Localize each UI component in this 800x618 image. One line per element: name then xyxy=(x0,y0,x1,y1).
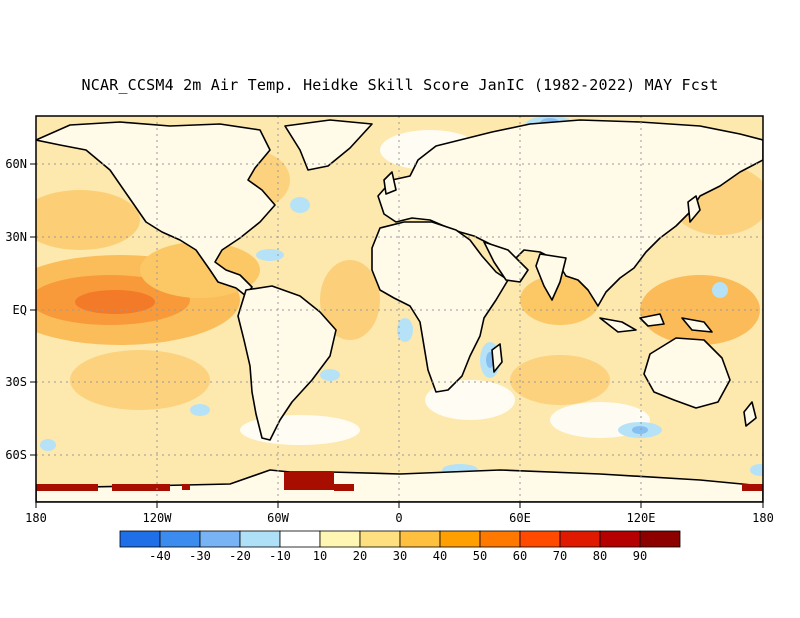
graticule xyxy=(36,116,763,502)
colorbar-swatch xyxy=(599,530,641,548)
lon-label: 60E xyxy=(509,511,531,525)
colorbar-label: 80 xyxy=(593,549,607,563)
lon-label: 120W xyxy=(143,511,173,525)
colorbar-swatch xyxy=(399,530,441,548)
colorbar-label: -10 xyxy=(269,549,291,563)
lon-label: 120E xyxy=(627,511,656,525)
colorbar-label: 10 xyxy=(313,549,327,563)
colorbar-swatch xyxy=(639,530,681,548)
lat-label: 30N xyxy=(5,230,27,244)
colorbar-swatch xyxy=(519,530,561,548)
colorbar-swatch xyxy=(279,530,321,548)
colorbar-label: 40 xyxy=(433,549,447,563)
lat-label: 60S xyxy=(5,448,27,462)
colorbar-swatch xyxy=(199,530,241,548)
colorbar-label: -30 xyxy=(189,549,211,563)
colorbar-swatch xyxy=(119,530,161,548)
colorbar-swatch xyxy=(159,530,201,548)
colorbar-label: -20 xyxy=(229,549,251,563)
antarctic-high-skill xyxy=(36,472,763,491)
colorbar-label: 90 xyxy=(633,549,647,563)
colorbar-label: 70 xyxy=(553,549,567,563)
colorbar-label: 60 xyxy=(513,549,527,563)
colorbar-swatch xyxy=(359,530,401,548)
colorbar-swatch xyxy=(439,530,481,548)
colorbar-label: 50 xyxy=(473,549,487,563)
lon-label: 180 xyxy=(25,511,47,525)
lon-label: 0 xyxy=(395,511,402,525)
colorbar-swatch xyxy=(479,530,521,548)
lon-label: 180 xyxy=(752,511,774,525)
colorbar: -40 -30 -20 -10 10 20 30 40 50 60 70 80 90 xyxy=(119,530,681,563)
land xyxy=(36,119,763,502)
colorbar-label: 20 xyxy=(353,549,367,563)
colorbar-swatch xyxy=(559,530,601,548)
lat-label: 60N xyxy=(5,157,27,171)
colorbar-swatch xyxy=(239,530,281,548)
colorbar-label: 30 xyxy=(393,549,407,563)
colorbar-label: -40 xyxy=(149,549,171,563)
lon-label: 60W xyxy=(267,511,289,525)
lat-label: EQ xyxy=(13,303,27,317)
colorbar-swatch xyxy=(319,530,361,548)
lat-label: 30S xyxy=(5,375,27,389)
plot-title: NCAR_CCSM4 2m Air Temp. Heidke Skill Sco… xyxy=(81,76,719,94)
tick-marks xyxy=(30,163,764,508)
